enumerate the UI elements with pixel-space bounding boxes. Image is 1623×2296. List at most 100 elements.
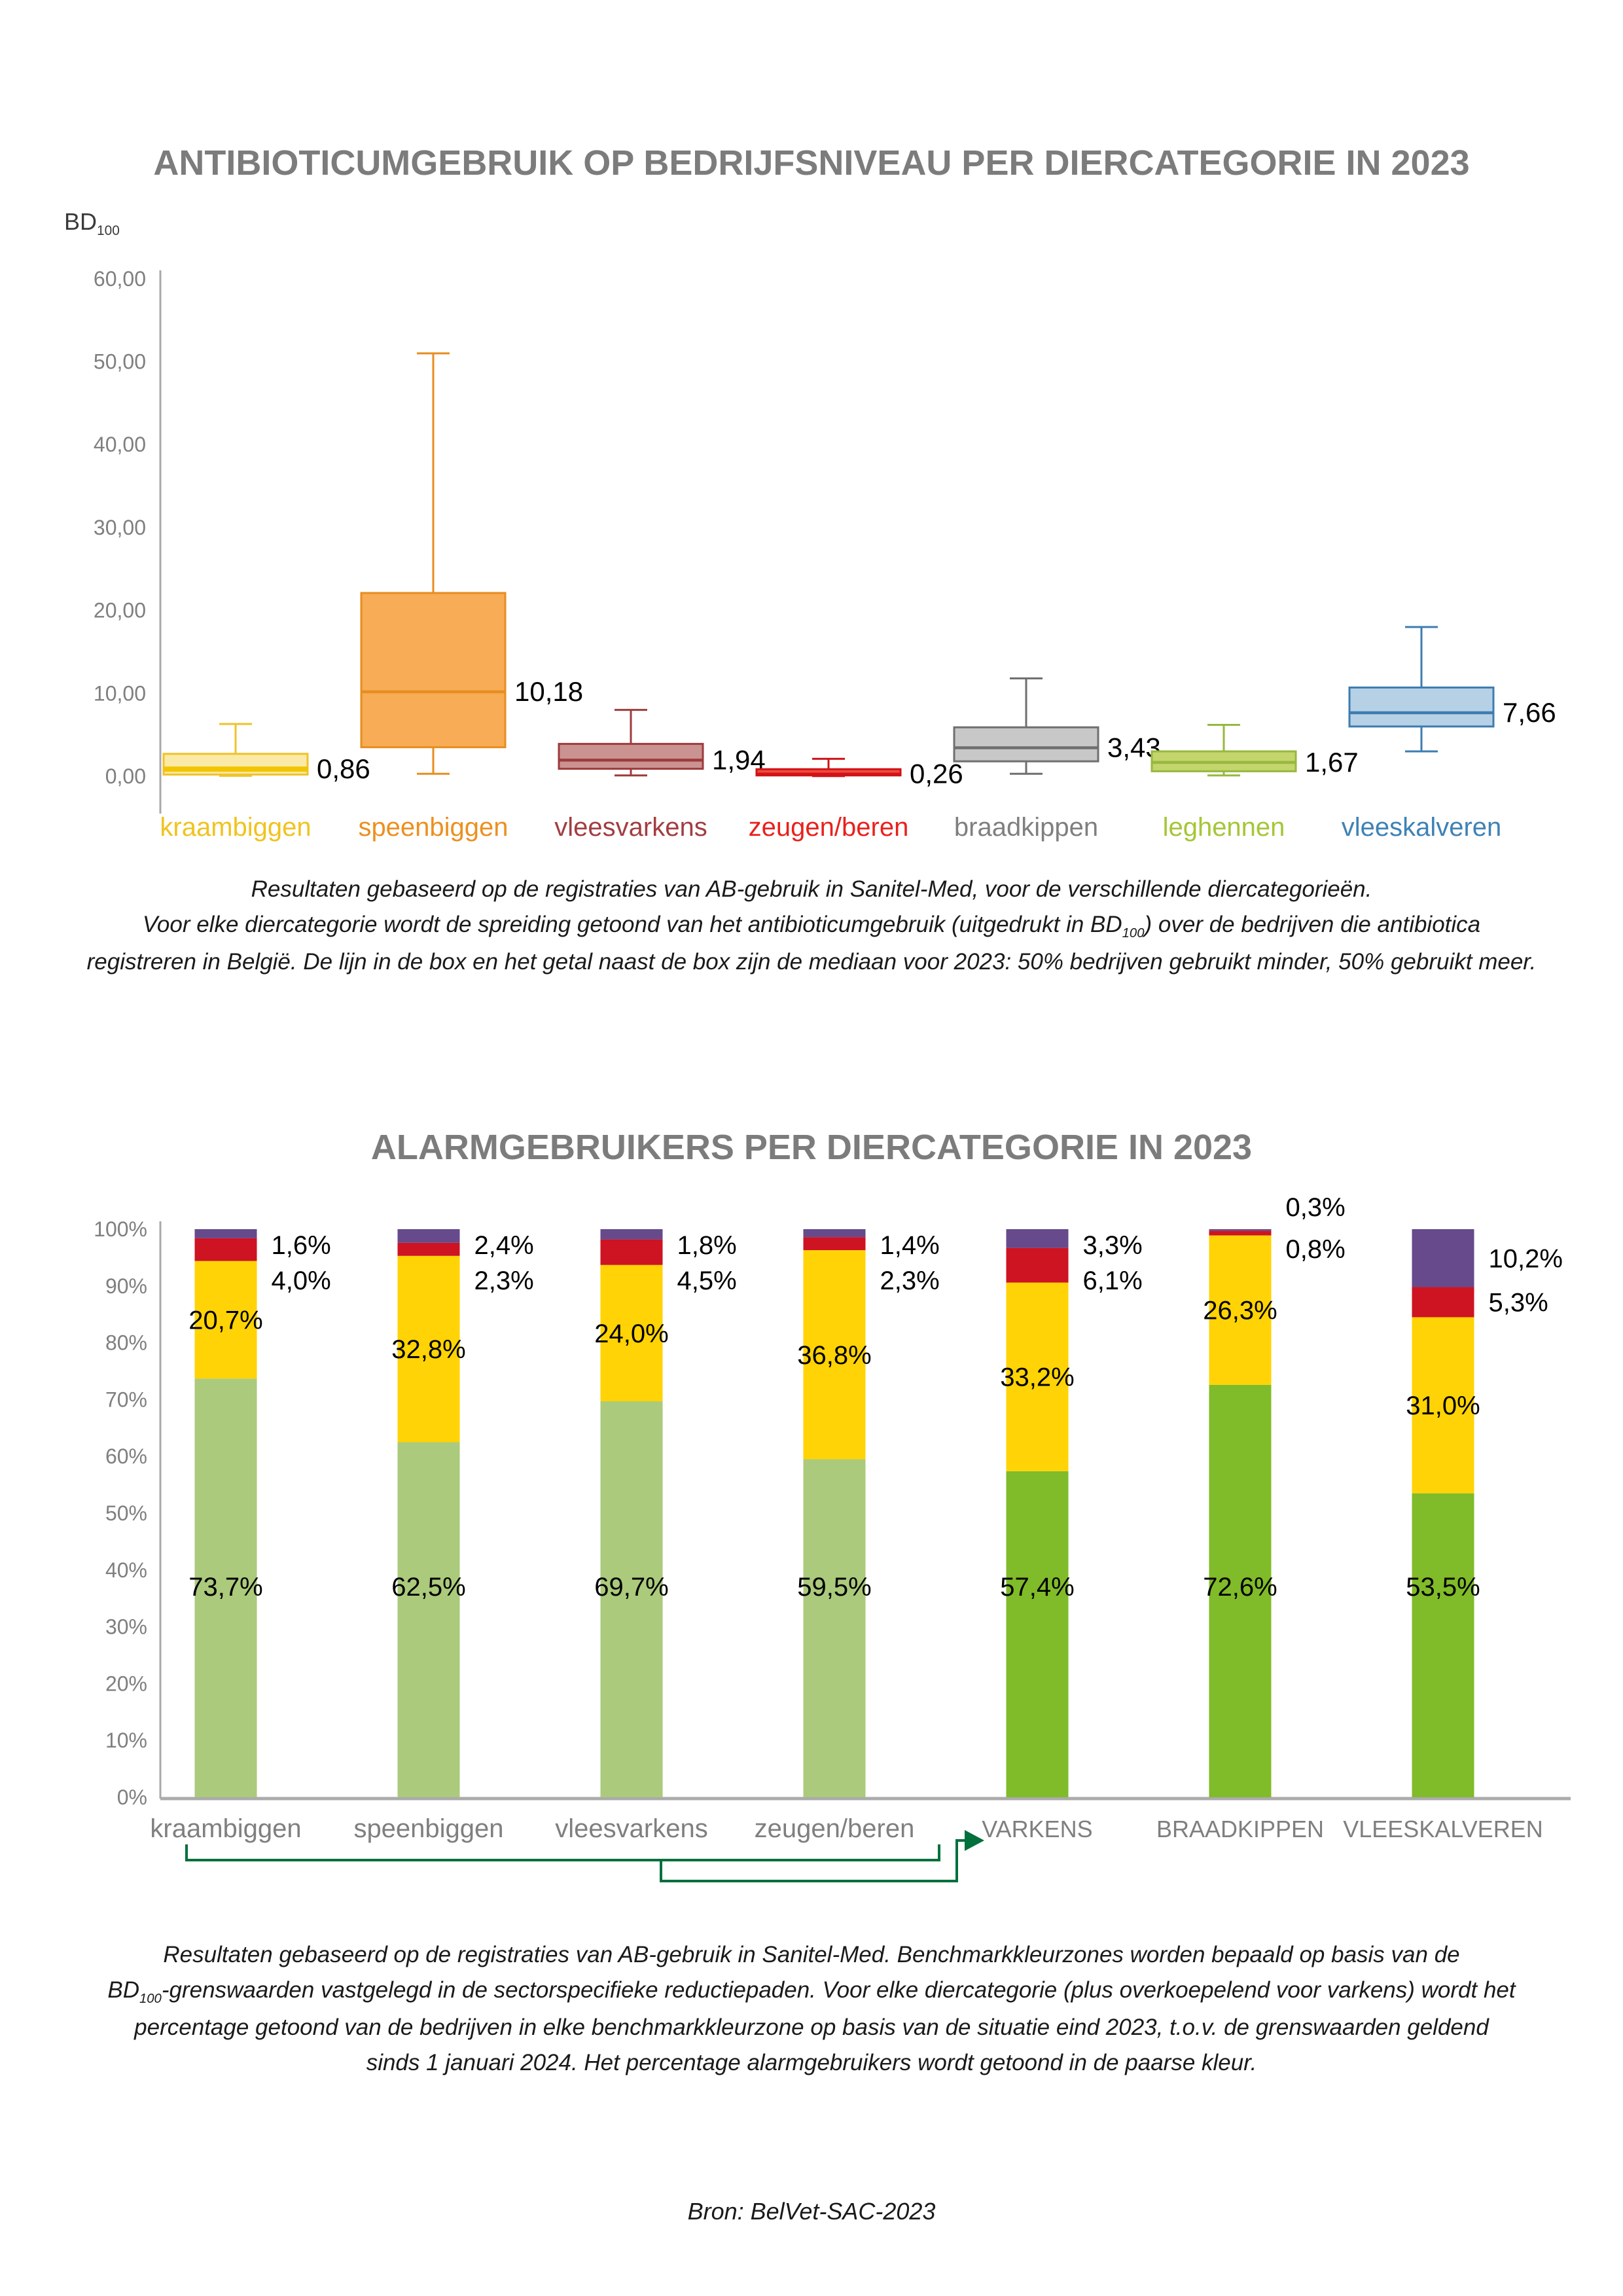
box-speenbiggen: 10,18 speenbiggen	[358, 352, 583, 842]
bar-vleesvarkens: 69,7% 24,0% 1,8% 4,5% vleesvarkens	[555, 1229, 737, 1843]
caption2-line4: sinds 1 januari 2024. Het percentage ala…	[366, 2049, 1257, 2075]
median-label-vleeskalveren: 7,66	[1503, 697, 1556, 728]
green-label-varkens: 57,4%	[1000, 1573, 1074, 1602]
caption2-line3: percentage getoond van de bedrijven in e…	[134, 2014, 1489, 2040]
caption2-line2-post: -grenswaarden vastgelegd in de sectorspe…	[161, 1977, 1516, 2003]
segment-0-kraambiggen	[194, 1378, 257, 1797]
segment-3-braadkippen	[1209, 1229, 1272, 1231]
boxplot-y-tick-40: 40,00	[94, 433, 146, 456]
segment-1-speenbiggen	[397, 1255, 460, 1443]
yellow-label-vleeskalveren: 31,0%	[1406, 1391, 1480, 1420]
caption1-line1: Resultaten gebaseerd op de registraties …	[251, 876, 1372, 902]
yellow-label-zeugen-beren: 36,8%	[797, 1341, 871, 1370]
stacked-y-tick-80: 80%	[105, 1331, 147, 1355]
stacked-category-label-varkens: VARKENS	[982, 1816, 1092, 1842]
purple-label-kraambiggen: 1,6%	[272, 1231, 331, 1260]
segment-2-kraambiggen	[194, 1238, 257, 1261]
bar-vleeskalveren: 53,5% 31,0% 10,2% 5,3% VLEESKALVEREN	[1343, 1229, 1563, 1842]
purple-label-speenbiggen: 2,4%	[474, 1231, 534, 1260]
category-label-braadkippen: braadkippen	[954, 813, 1098, 842]
segment-1-braadkippen	[1209, 1235, 1272, 1385]
segment-0-zeugen-beren	[803, 1459, 866, 1797]
bar-speenbiggen: 62,5% 32,8% 2,4% 2,3% speenbiggen	[353, 1229, 534, 1843]
segment-1-vleesvarkens	[600, 1265, 663, 1402]
boxplot-y-tick-0: 0,00	[105, 764, 146, 788]
caption2-line2-pre: BD	[107, 1977, 139, 2003]
green-label-vleesvarkens: 69,7%	[594, 1573, 668, 1602]
box-rect	[1348, 686, 1495, 728]
green-label-speenbiggen: 62,5%	[391, 1573, 465, 1602]
median-label-kraambiggen: 0,86	[317, 753, 370, 784]
segment-1-zeugen-beren	[803, 1250, 866, 1460]
purple-label-vleesvarkens: 1,8%	[677, 1231, 737, 1260]
purple-label-braadkippen: 0,3%	[1286, 1193, 1346, 1222]
median-label-leghennen: 1,67	[1305, 747, 1359, 778]
segment-0-varkens	[1006, 1471, 1069, 1797]
bar-zeugen-beren: 59,5% 36,8% 1,4% 2,3% zeugen/beren	[755, 1229, 940, 1843]
median-label-zeugen-beren: 0,26	[910, 759, 963, 789]
red-label-braadkippen: 0,8%	[1286, 1235, 1346, 1264]
segment-1-vleeskalveren	[1412, 1317, 1474, 1494]
green-label-braadkippen: 72,6%	[1203, 1573, 1277, 1602]
segment-0-braadkippen	[1209, 1384, 1272, 1797]
category-label-speenbiggen: speenbiggen	[358, 813, 508, 842]
bar-varkens: 57,4% 33,2% 3,3% 6,1% VARKENS	[982, 1229, 1143, 1842]
median-label-speenbiggen: 10,18	[514, 676, 583, 707]
stacked-category-label-zeugen-beren: zeugen/beren	[755, 1814, 915, 1843]
stacked-category-label-braadkippen: BRAADKIPPEN	[1156, 1816, 1324, 1842]
bar-braadkippen: 72,6% 26,3% 0,3% 0,8% BRAADKIPPEN	[1156, 1193, 1346, 1842]
caption2-line2: BD100-grenswaarden vastgelegd in de sect…	[59, 1973, 1564, 2009]
caption1-line2-sub: 100	[1122, 926, 1145, 941]
stacked-chart-caption: Resultaten gebaseerd op de registraties …	[59, 1937, 1564, 2081]
stacked-y-tick-30: 30%	[105, 1615, 147, 1639]
segment-3-varkens	[1006, 1229, 1069, 1248]
purple-label-zeugen-beren: 1,4%	[880, 1231, 940, 1260]
stacked-category-label-kraambiggen: kraambiggen	[150, 1814, 301, 1843]
segment-3-vleeskalveren	[1412, 1229, 1474, 1287]
red-label-vleesvarkens: 4,5%	[677, 1266, 737, 1295]
caption1-line3: registreren in België. De lijn in de box…	[86, 948, 1537, 975]
red-label-speenbiggen: 2,3%	[474, 1266, 534, 1295]
yellow-label-braadkippen: 26,3%	[1203, 1297, 1277, 1325]
segment-3-speenbiggen	[397, 1229, 460, 1243]
stacked-y-tick-0: 0%	[117, 1785, 147, 1809]
red-label-vleeskalveren: 5,3%	[1489, 1289, 1548, 1318]
stacked-category-label-vleeskalveren: VLEESKALVEREN	[1343, 1816, 1543, 1842]
bar-kraambiggen: 73,7% 20,7% 1,6% 4,0% kraambiggen	[150, 1229, 331, 1843]
segment-1-varkens	[1006, 1282, 1069, 1471]
caption1-line2: Voor elke diercategorie wordt de spreidi…	[59, 907, 1564, 944]
bracket-arrow-icon	[965, 1830, 984, 1851]
stacked-y-tick-20: 20%	[105, 1672, 147, 1695]
stacked-category-label-vleesvarkens: vleesvarkens	[555, 1814, 707, 1843]
boxplot-y-tick-60: 60,00	[94, 267, 146, 291]
y-axis-unit-main: BD	[64, 208, 98, 235]
stacked-y-tick-60: 60%	[105, 1444, 147, 1468]
segment-2-zeugen-beren	[803, 1237, 866, 1251]
segment-3-vleesvarkens	[600, 1229, 663, 1240]
stacked-y-tick-10: 10%	[105, 1729, 147, 1752]
source-credit: Bron: BelVet-SAC-2023	[687, 2198, 936, 2225]
box-rect	[360, 592, 507, 749]
caption2-line1: Resultaten gebaseerd op de registraties …	[163, 1942, 1460, 1967]
segment-2-varkens	[1006, 1247, 1069, 1283]
segment-2-vleesvarkens	[600, 1239, 663, 1265]
segment-3-kraambiggen	[194, 1229, 257, 1238]
y-axis-unit-label: BD100	[64, 208, 120, 239]
green-label-vleeskalveren: 53,5%	[1406, 1573, 1480, 1602]
bracket-span	[185, 1844, 940, 1861]
yellow-label-varkens: 33,2%	[1000, 1363, 1074, 1392]
stacked-chart-title: ALARMGEBRUIKERS PER DIERCATEGORIE IN 202…	[370, 1128, 1253, 1167]
box-leghennen: 1,67 leghennen	[1150, 723, 1359, 842]
red-label-kraambiggen: 4,0%	[272, 1266, 331, 1295]
segment-0-vleeskalveren	[1412, 1493, 1474, 1797]
purple-label-vleeskalveren: 10,2%	[1489, 1244, 1563, 1273]
boxplot-chart: 0,00 10,00 20,00 30,00 40,00 50,00 60,00 0,86kr…	[94, 267, 1556, 842]
boxplot-y-tick-10: 10,00	[94, 681, 146, 705]
stacked-bar-chart: 0% 10% 20% 30% 40% 50% 60% 70% 80% 90% 100% 73,7% 20…	[94, 1193, 1571, 1882]
stacked-y-tick-90: 90%	[105, 1274, 147, 1298]
stacked-y-tick-50: 50%	[105, 1501, 147, 1525]
